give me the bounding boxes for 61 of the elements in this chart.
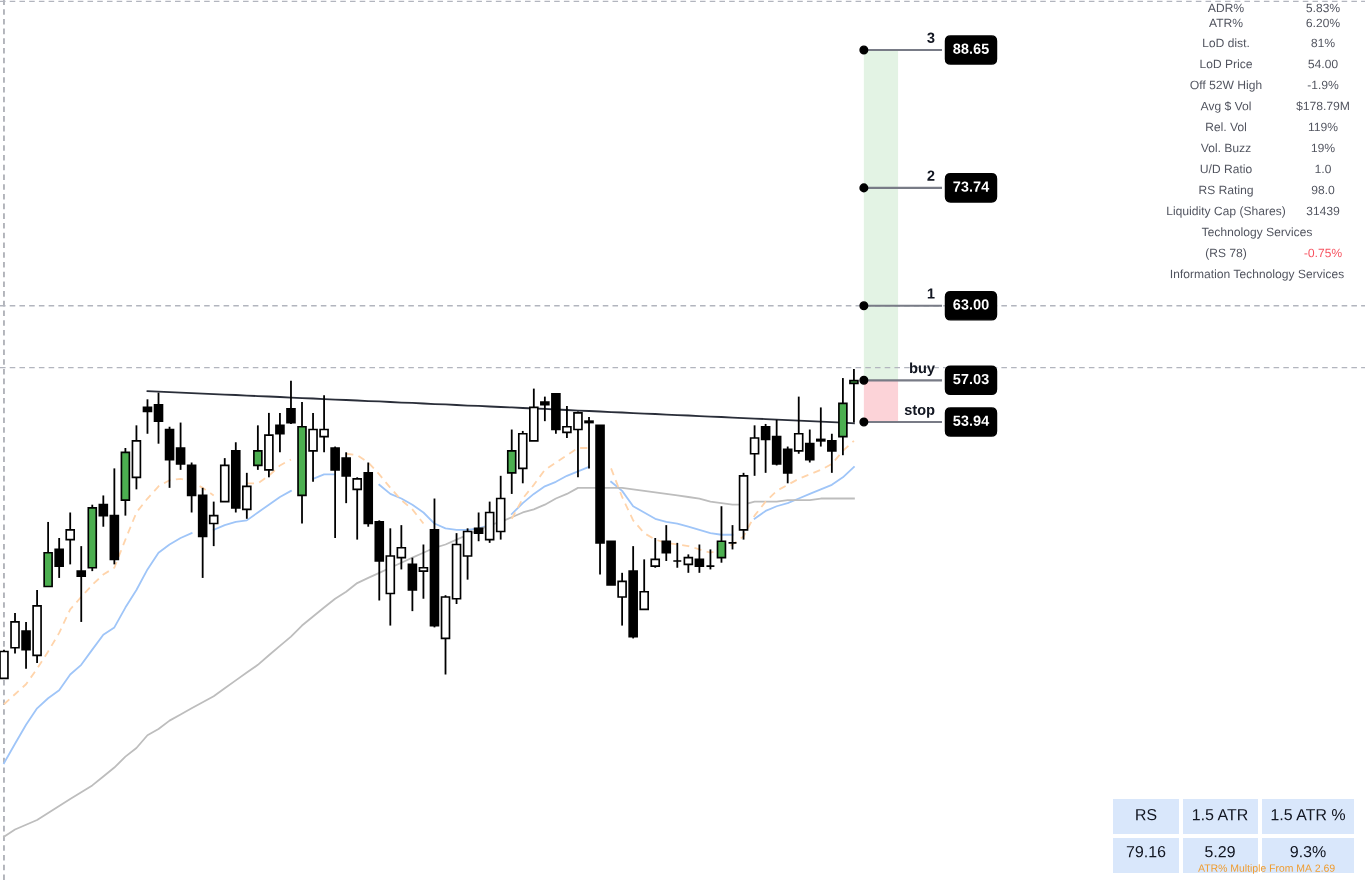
text: 1.0	[1315, 164, 1331, 174]
text: Avg $ Vol	[1200, 101, 1251, 113]
candlestick	[760, 423, 771, 474]
text: U/D Ratio	[1200, 164, 1252, 174]
ref-line-label: 88.65	[953, 43, 989, 54]
candlestick	[175, 421, 186, 471]
text: 31439	[1306, 206, 1340, 216]
candlestick	[683, 553, 694, 574]
text: 2.69	[1315, 864, 1335, 872]
text: Liquidity Cap (Shares)	[1167, 206, 1286, 218]
candlestick	[153, 391, 164, 445]
annotation: stop	[904, 405, 935, 418]
text: Information Technology Services	[1170, 269, 1344, 281]
text: 5.83%	[1306, 3, 1340, 13]
text: 1.5 ATR	[1192, 809, 1248, 821]
text: Vol. Buzz	[1200, 143, 1251, 153]
text: 119%	[1308, 122, 1338, 132]
ref-line-label: 63.00	[953, 299, 989, 310]
candlestick	[716, 505, 727, 564]
text: 79.16	[1126, 845, 1166, 858]
ref-line-label: 73.74	[953, 181, 990, 192]
candlestick	[661, 524, 672, 562]
annotation: 2	[927, 170, 935, 181]
text: RS Rating	[1199, 185, 1253, 197]
text: -0.75%	[1304, 248, 1342, 258]
text: 54.00	[1308, 59, 1338, 69]
text: $178.79M	[1296, 101, 1349, 111]
text: 81%	[1311, 38, 1335, 48]
annotation: 3	[927, 32, 935, 43]
candlestick	[76, 545, 87, 623]
text: ADR%	[1207, 3, 1244, 13]
text: (RS 78)	[1205, 248, 1247, 260]
candlestick	[286, 379, 296, 425]
text: ATR%	[1209, 18, 1243, 28]
text: RS	[1136, 808, 1157, 821]
text: Off 52W High	[1190, 80, 1262, 92]
text: 19%	[1311, 143, 1335, 153]
ref-line-label: 57.03	[953, 373, 989, 385]
text: LoD dist.	[1203, 38, 1249, 48]
candlestick	[650, 537, 661, 569]
text: ATR% Multiple From MA	[1198, 864, 1312, 874]
candlestick	[694, 543, 705, 574]
candlestick	[65, 511, 76, 566]
text: 1.5 ATR %	[1271, 809, 1346, 821]
candlestick	[396, 524, 407, 571]
ref-line-label: 53.94	[953, 415, 990, 426]
text: Technology Services	[1201, 227, 1312, 239]
candlestick	[473, 511, 484, 543]
text: Rel. Vol	[1206, 122, 1247, 132]
annotation: buy	[910, 362, 935, 377]
candlestick	[418, 543, 429, 600]
text: 6.20%	[1306, 18, 1340, 28]
candlestick	[98, 494, 109, 528]
annotation: 1	[927, 288, 935, 299]
text: 5.29	[1205, 845, 1235, 858]
text: 98.0	[1311, 185, 1335, 195]
candlestick	[749, 424, 760, 477]
text: 9.3%	[1290, 845, 1326, 858]
text: -1.9%	[1307, 80, 1339, 90]
candlestick	[208, 500, 219, 548]
text: LoD Price	[1200, 59, 1252, 69]
